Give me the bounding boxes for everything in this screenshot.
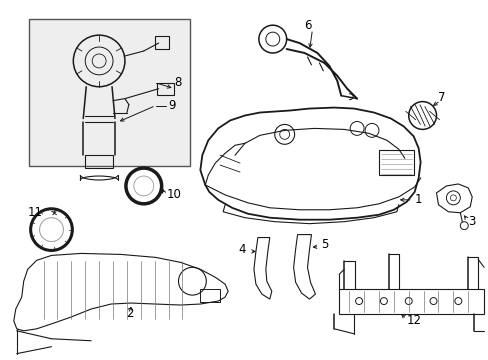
FancyBboxPatch shape <box>29 19 190 166</box>
Text: 6: 6 <box>304 19 311 32</box>
Text: 12: 12 <box>406 314 421 327</box>
Text: 1: 1 <box>414 193 421 206</box>
Text: 8: 8 <box>174 76 182 89</box>
Text: 3: 3 <box>468 215 475 228</box>
Text: 7: 7 <box>438 91 445 104</box>
Text: 10: 10 <box>166 188 181 201</box>
Text: 4: 4 <box>238 243 245 256</box>
Text: 11: 11 <box>28 206 42 219</box>
Text: 2: 2 <box>126 307 133 320</box>
Text: 9: 9 <box>168 99 176 112</box>
Text: 5: 5 <box>321 238 328 251</box>
